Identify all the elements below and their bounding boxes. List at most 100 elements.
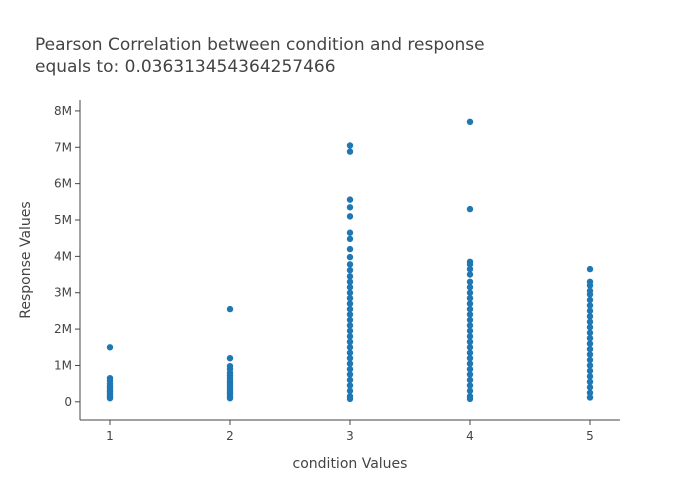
data-point	[466, 271, 474, 278]
data-point	[586, 265, 594, 273]
data-point	[346, 196, 354, 203]
chart-title-line2: equals to: 0.036313454364257466	[35, 57, 336, 77]
data-point	[346, 253, 354, 261]
y-tick-label: 8M	[54, 104, 72, 118]
y-tick-label: 6M	[54, 177, 72, 191]
data-point	[346, 316, 354, 324]
x-axis-title: condition Values	[293, 456, 408, 472]
data-point	[466, 316, 474, 324]
data-point	[106, 344, 114, 351]
data-point	[586, 345, 594, 353]
data-point	[466, 311, 474, 318]
data-point	[586, 384, 594, 391]
y-axis-ticks: 0 1M 2M 3M 4M 5M 6M 7M 8M	[54, 104, 80, 409]
data-point	[466, 354, 474, 362]
x-tick-label: 5	[586, 429, 594, 443]
data-point	[466, 289, 474, 296]
data-point	[586, 296, 594, 304]
data-point	[466, 387, 474, 395]
data-point	[346, 395, 354, 403]
data-point	[346, 235, 354, 243]
data-point	[466, 305, 474, 313]
data-point	[346, 354, 354, 362]
data-point	[466, 349, 474, 356]
data-point	[346, 278, 354, 286]
data-point	[346, 300, 354, 307]
y-tick-label: 7M	[54, 140, 72, 154]
data-point	[586, 373, 594, 380]
data-point	[466, 382, 474, 389]
data-point	[466, 333, 474, 340]
x-tick-label: 1	[106, 429, 114, 443]
data-point	[346, 213, 354, 220]
data-point	[586, 367, 594, 375]
x-tick-label: 3	[346, 429, 354, 443]
data-point	[586, 394, 594, 401]
data-point	[466, 365, 474, 373]
data-point	[466, 327, 474, 335]
y-tick-label: 0	[64, 395, 72, 409]
chart-title: Pearson Correlation between condition an…	[35, 34, 485, 78]
data-point	[346, 327, 354, 335]
data-point	[586, 307, 594, 315]
data-point	[586, 282, 594, 289]
data-point	[466, 300, 474, 307]
data-point	[346, 261, 354, 268]
data-point	[346, 148, 354, 155]
x-tick-label: 2	[226, 429, 234, 443]
data-point	[346, 284, 354, 291]
data-point	[346, 294, 354, 302]
x-tick-label: 4	[466, 429, 474, 443]
data-point	[586, 362, 594, 369]
data-point	[346, 382, 354, 389]
data-point	[346, 371, 354, 378]
data-point	[466, 118, 474, 126]
data-point	[586, 329, 594, 336]
data-point	[466, 376, 474, 384]
data-point	[466, 278, 474, 286]
data-point	[466, 395, 474, 403]
data-point	[346, 142, 354, 149]
data-point	[106, 394, 114, 402]
data-point	[346, 245, 354, 253]
chart-title-line1: Pearson Correlation between condition an…	[35, 35, 485, 55]
data-point	[346, 289, 354, 296]
data-point	[466, 371, 474, 378]
data-point	[346, 229, 354, 236]
data-point	[466, 322, 474, 329]
data-point	[586, 334, 594, 342]
data-point	[226, 305, 234, 313]
data-point	[466, 338, 474, 346]
data-point	[586, 324, 594, 331]
data-point	[586, 313, 594, 320]
data-point	[466, 205, 474, 213]
x-axis-ticks: 1 2 3 4 5	[106, 420, 594, 443]
data-point	[586, 302, 594, 309]
y-tick-label: 5M	[54, 213, 72, 227]
data-point	[586, 378, 594, 386]
data-point	[346, 349, 354, 356]
data-point	[586, 389, 594, 396]
data-point	[586, 318, 594, 326]
data-point	[466, 294, 474, 302]
data-point	[586, 356, 594, 364]
data-point	[346, 338, 354, 346]
data-point	[586, 351, 594, 358]
data-point	[226, 354, 234, 362]
data-point	[346, 311, 354, 318]
data-point	[346, 376, 354, 384]
data-point	[346, 273, 354, 280]
y-axis-title: Response Values	[18, 201, 34, 318]
y-tick-label: 4M	[54, 249, 72, 263]
y-tick-label: 3M	[54, 286, 72, 300]
y-tick-label: 1M	[54, 358, 72, 372]
data-point	[466, 344, 474, 351]
y-tick-label: 2M	[54, 322, 72, 336]
data-point	[346, 333, 354, 340]
data-point	[346, 305, 354, 313]
data-point	[586, 291, 594, 298]
data-point	[346, 360, 354, 367]
data-point	[226, 394, 234, 402]
data-point	[466, 360, 474, 367]
